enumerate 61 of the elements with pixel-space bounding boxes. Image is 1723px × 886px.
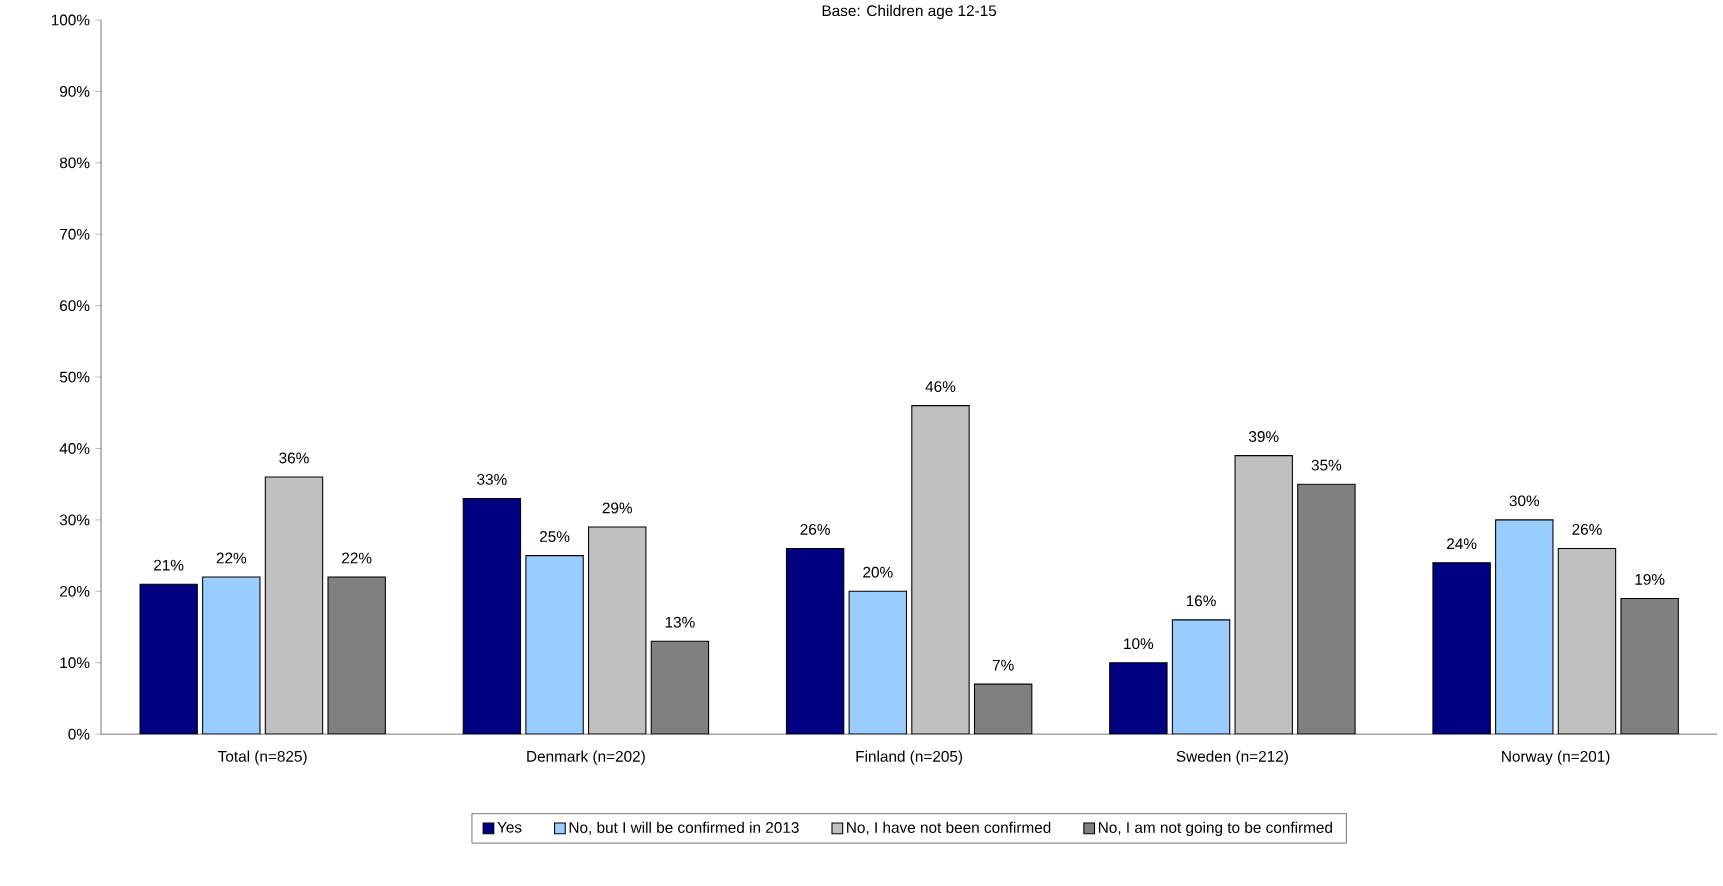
data-label: 20% xyxy=(863,566,893,578)
y-tick-label: 20% xyxy=(60,585,90,597)
x-tick-label: Sweden (n=212) xyxy=(1176,750,1288,765)
bar xyxy=(327,576,386,735)
bar xyxy=(973,683,1033,735)
bar xyxy=(650,640,710,735)
bar xyxy=(911,405,970,735)
bar xyxy=(1109,662,1168,735)
y-tick-label: 0% xyxy=(68,728,90,740)
data-label: 46% xyxy=(925,381,956,392)
bar xyxy=(1234,455,1293,735)
data-label: 33% xyxy=(477,473,507,485)
data-label: 22% xyxy=(216,552,247,564)
data-label: 26% xyxy=(800,523,830,535)
data-label: 29% xyxy=(602,502,633,514)
bar xyxy=(588,526,647,735)
x-tick-label: Denmark (n=202) xyxy=(527,750,645,765)
data-label: 30% xyxy=(1509,495,1540,507)
y-tick-label: 50% xyxy=(59,371,90,383)
y-tick-label: 60% xyxy=(60,300,90,311)
bar xyxy=(1495,519,1554,735)
y-tick-label: 40% xyxy=(59,442,90,454)
bar xyxy=(264,476,324,735)
bar xyxy=(202,576,261,735)
data-label: 36% xyxy=(279,452,309,464)
legend-label: No, I have not been confirmed xyxy=(847,821,1051,835)
bar xyxy=(848,590,908,735)
data-label: 19% xyxy=(1635,573,1665,585)
data-label: 7% xyxy=(992,659,1014,671)
data-label: 21% xyxy=(154,559,184,571)
x-tick-label: Norway (n=201) xyxy=(1502,750,1610,765)
y-tick-label: 70% xyxy=(60,228,90,240)
bar xyxy=(525,554,584,735)
data-label: 22% xyxy=(342,552,372,564)
legend-label: No, I am not going to be confirmed xyxy=(1098,821,1332,836)
data-label: 26% xyxy=(1572,523,1602,535)
y-tick-label: 80% xyxy=(59,157,90,169)
bar xyxy=(462,497,522,735)
x-tick-label: Total (n=825) xyxy=(218,750,307,765)
chart-title: Base: Children age 12-15 xyxy=(822,4,997,20)
data-label: 10% xyxy=(1124,638,1154,649)
bar xyxy=(1297,483,1356,735)
y-tick-label: 100% xyxy=(51,14,90,26)
bar xyxy=(785,547,845,735)
bar xyxy=(1432,562,1491,735)
bar xyxy=(139,583,198,735)
bar xyxy=(1620,597,1679,735)
bar xyxy=(1171,619,1231,735)
data-label: 35% xyxy=(1311,459,1342,471)
legend-label: Yes xyxy=(497,821,522,833)
x-tick-label: Finland (n=205) xyxy=(856,750,963,765)
data-label: 24% xyxy=(1447,538,1477,550)
y-tick-label: 10% xyxy=(60,657,90,669)
bar xyxy=(1557,547,1617,735)
data-label: 16% xyxy=(1186,595,1216,607)
data-label: 39% xyxy=(1248,431,1279,442)
data-label: 13% xyxy=(665,616,695,628)
y-tick-label: 90% xyxy=(59,85,90,97)
y-tick-label: 30% xyxy=(59,514,90,526)
data-label: 25% xyxy=(539,531,570,542)
legend-label: No, but I will be confirmed in 2013 xyxy=(569,821,799,835)
